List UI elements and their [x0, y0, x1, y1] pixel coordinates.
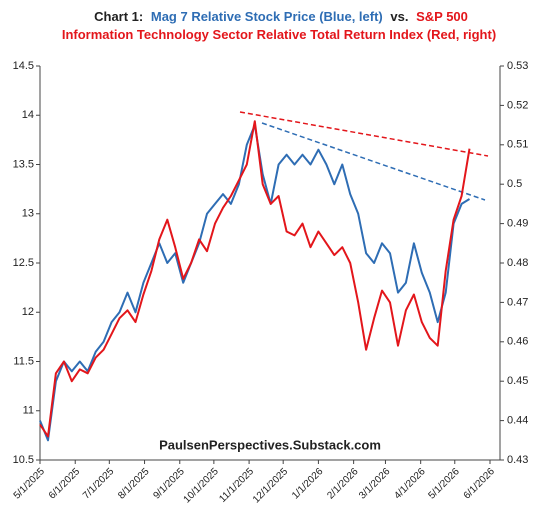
- y2-tick-label: 0.46: [507, 336, 528, 348]
- x-tick-label: 6/1/2025: [47, 466, 83, 502]
- title-part: vs.: [390, 9, 409, 24]
- y-tick-label: 12.5: [13, 257, 34, 269]
- y-tick-label: 11: [23, 405, 34, 417]
- y2-tick-label: 0.49: [507, 218, 528, 230]
- chart-title: Chart 1: Mag 7 Relative Stock Price (Blu…: [60, 8, 500, 44]
- y-tick-label: 12: [22, 306, 34, 318]
- y2-tick-label: 0.5: [507, 178, 522, 190]
- x-tick-label: 12/1/2025: [251, 466, 291, 506]
- y2-tick-label: 0.48: [507, 257, 528, 269]
- title-part: S&P 500 Information Technology Sector Re…: [61, 9, 497, 42]
- series-line: [39, 124, 471, 442]
- x-tick-label: 7/1/2025: [81, 466, 117, 502]
- y2-tick-label: 0.53: [507, 60, 528, 72]
- y-tick-label: 10.5: [13, 454, 34, 466]
- title-part: Mag 7 Relative Stock Price (Blue, left): [150, 9, 383, 24]
- red-trend-line: [239, 111, 489, 157]
- title-part: Chart 1:: [94, 9, 144, 24]
- x-tick-label: 10/1/2025: [182, 466, 222, 506]
- y2-tick-label: 0.45: [507, 375, 528, 387]
- x-tick-label: 1/1/2026: [290, 466, 326, 502]
- x-tick-label: 8/1/2025: [116, 466, 152, 502]
- x-tick-label: 2/1/2026: [325, 466, 361, 502]
- x-tick-label: 6/1/2026: [462, 466, 498, 502]
- y-tick-label: 14: [22, 109, 34, 121]
- y2-tick-label: 0.51: [507, 139, 528, 151]
- y-tick-label: 14.5: [13, 60, 34, 72]
- y-tick-label: 13: [22, 208, 34, 220]
- watermark: PaulsenPerspectives.Substack.com: [159, 437, 381, 452]
- series-line: [39, 120, 471, 438]
- y2-tick-label: 0.47: [507, 296, 528, 308]
- y2-tick-label: 0.44: [507, 415, 528, 427]
- x-tick-label: 4/1/2026: [392, 466, 428, 502]
- x-tick-label: 5/1/2025: [12, 466, 48, 502]
- x-tick-label: 11/1/2025: [217, 466, 256, 505]
- x-tick-label: 5/1/2026: [426, 466, 462, 502]
- y2-tick-label: 0.52: [507, 99, 528, 111]
- y-tick-label: 13.5: [13, 158, 34, 170]
- y-tick-label: 11.5: [13, 355, 34, 367]
- y2-tick-label: 0.43: [507, 454, 528, 466]
- blue-trend-line: [261, 122, 486, 201]
- x-tick-label: 3/1/2026: [357, 466, 393, 502]
